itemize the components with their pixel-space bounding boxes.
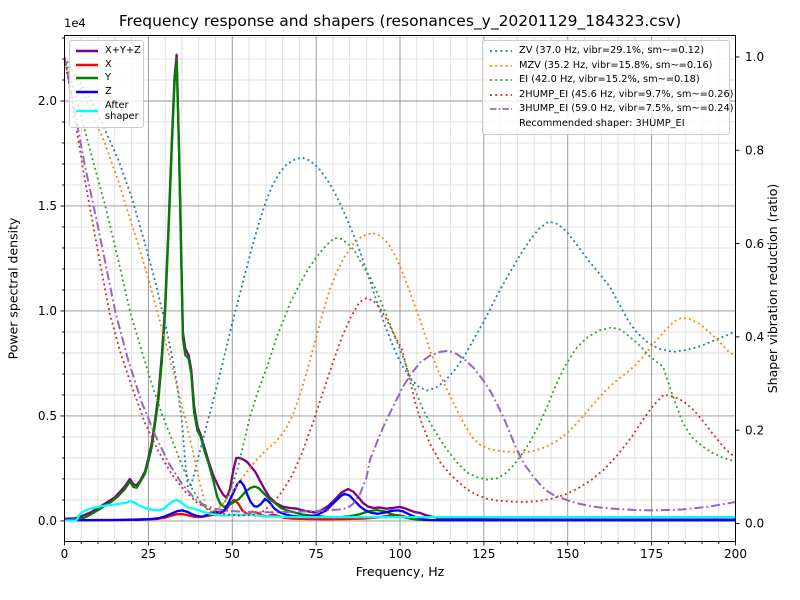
legend-item-label: Recommended shaper: 3HUMP_EI [519, 117, 685, 129]
legend-psd: X+Y+Z X Y Z After shaper [69, 40, 144, 128]
series-y [64, 57, 736, 522]
y-left-tick-label: 0.0 [38, 514, 57, 528]
legend-item: MZV (35.2 Hz, vibr=15.8%, sm~=0.16) [489, 60, 723, 72]
legend-item-label: X [105, 58, 112, 70]
x-tick-label: 50 [225, 547, 240, 561]
legend-swatch-line [76, 63, 98, 66]
series-after-shaper [64, 498, 736, 522]
x-tick-label: 100 [389, 547, 412, 561]
y-left-tick-label: 1.5 [38, 199, 57, 213]
y-axis-offset-text: 1e4 [64, 16, 86, 30]
legend-item-label: X+Y+Z [105, 44, 141, 56]
legend-item: ZV (37.0 Hz, vibr=29.1%, sm~=0.12) [489, 45, 723, 57]
y-right-tick-label: 0.0 [745, 517, 764, 531]
legend-item-label: EI (42.0 Hz, vibr=15.2%, sm~=0.18) [519, 74, 700, 86]
legend-item: EI (42.0 Hz, vibr=15.2%, sm~=0.18) [489, 74, 723, 86]
x-tick-label: 25 [141, 547, 156, 561]
y-axis-label-right: Shaper vibration reduction (ratio) [765, 184, 780, 394]
legend-swatch-line [490, 93, 512, 96]
y-left-tick-label: 2.0 [38, 94, 57, 108]
legend-item: 3HUMP_EI (59.0 Hz, vibr=7.5%, sm~=0.24) [489, 103, 734, 115]
y-right-tick-label: 0.8 [745, 143, 764, 157]
legend-item: Z [75, 86, 138, 98]
legend-swatch-line [490, 108, 512, 111]
legend-swatch-line [490, 50, 512, 53]
legend-swatch-line [76, 110, 98, 113]
legend-item-label: Z [105, 86, 112, 98]
series-group [64, 53, 736, 522]
x-axis-label: Frequency, Hz [355, 564, 445, 579]
legend-item: X [75, 59, 138, 71]
legend-swatch-line [489, 118, 513, 130]
y-right-tick-label: 1.0 [745, 50, 764, 64]
legend-swatch-line [76, 77, 98, 80]
x-tick-label: 125 [472, 547, 495, 561]
y-axis-label-left: Power spectral density [6, 217, 21, 359]
legend-swatch-line [490, 64, 512, 67]
y-right-tick-label: 0.2 [745, 423, 764, 437]
legend-item-label: Y [105, 72, 111, 84]
series-2hump-ei [64, 56, 736, 517]
legend-item-label: 3HUMP_EI (59.0 Hz, vibr=7.5%, sm~=0.24) [519, 103, 734, 115]
legend-swatch-line [76, 49, 98, 53]
x-tick-label: 0 [61, 547, 69, 561]
y-left-tick-label: 0.5 [38, 409, 57, 423]
legend-item: X+Y+Z [75, 44, 141, 57]
chart-title: Frequency response and shapers (resonanc… [118, 12, 682, 30]
legend-swatch-line [490, 79, 512, 82]
legend-item: After shaper [75, 99, 139, 124]
series-ei [64, 56, 736, 514]
legend-item: 2HUMP_EI (45.6 Hz, vibr=9.7%, sm~=0.26) [489, 89, 734, 101]
legend-item-label: MZV (35.2 Hz, vibr=15.8%, sm~=0.16) [519, 59, 713, 71]
series-3hump-ei [64, 56, 736, 514]
legend-item-label: After shaper [105, 99, 139, 123]
axis-ticks [60, 37, 740, 546]
y-right-tick-label: 0.4 [745, 330, 764, 344]
x-tick-label: 200 [724, 547, 747, 561]
y-right-tick-label: 0.6 [745, 237, 764, 251]
x-tick-label: 75 [308, 547, 323, 561]
y-left-tick-label: 1.0 [38, 304, 57, 318]
x-tick-label: 150 [556, 547, 579, 561]
axis-tick-labels: 0 25 50 75 100 125 150 175 200 0.0 0.5 1.0 1.5 2.0 0.0… [38, 50, 764, 561]
legend-item-label: ZV (37.0 Hz, vibr=29.1%, sm~=0.12) [519, 45, 705, 57]
legend-item-label: 2HUMP_EI (45.6 Hz, vibr=9.7%, sm~=0.26) [519, 88, 734, 100]
series-mzv [64, 56, 736, 513]
legend-item: Y [75, 72, 138, 84]
legend-shapers: ZV (37.0 Hz, vibr=29.1%, sm~=0.12) MZV (3… [482, 40, 734, 135]
x-tick-label: 175 [640, 547, 663, 561]
legend-swatch-line [76, 90, 98, 94]
series-zv [64, 56, 736, 488]
legend-item: Recommended shaper: 3HUMP_EI [489, 118, 723, 130]
